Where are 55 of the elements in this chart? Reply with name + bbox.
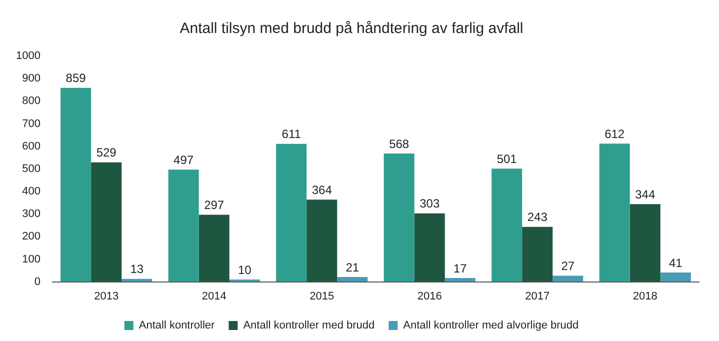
data-label: 497 xyxy=(174,152,194,167)
y-tick-label: 800 xyxy=(22,95,40,108)
data-label: 568 xyxy=(389,136,410,151)
bar xyxy=(91,162,122,282)
bar xyxy=(444,278,476,282)
data-label: 501 xyxy=(496,152,518,166)
data-label: 344 xyxy=(635,187,656,202)
bar xyxy=(552,276,584,282)
x-tick-label: 2013 xyxy=(94,290,119,302)
bar xyxy=(198,214,230,282)
bar xyxy=(492,168,522,282)
y-tick-label: 700 xyxy=(22,118,40,130)
bar xyxy=(414,213,445,282)
data-label: 364 xyxy=(312,182,332,197)
bar xyxy=(337,277,368,282)
y-tick-label: 0 xyxy=(34,276,40,288)
bar xyxy=(60,88,92,282)
legend-label: Antall kontroller med brudd xyxy=(243,320,375,332)
y-tick-label: 200 xyxy=(22,230,40,243)
data-label: 611 xyxy=(282,127,302,142)
bar xyxy=(599,144,630,282)
data-label: 297 xyxy=(204,198,224,212)
legend-label: Antall kontroller med alvorlige brudd xyxy=(403,320,579,332)
data-label: 529 xyxy=(96,146,117,160)
bar xyxy=(276,144,307,282)
y-tick-label: 100 xyxy=(22,253,40,266)
bar xyxy=(630,204,660,282)
bar xyxy=(168,170,199,282)
data-label: 243 xyxy=(527,210,548,224)
bar xyxy=(384,154,414,282)
data-label: 612 xyxy=(604,126,625,141)
data-label: 17 xyxy=(453,261,468,276)
x-tick-label: 2015 xyxy=(310,290,334,302)
x-tick-label: 2018 xyxy=(632,290,658,302)
bar xyxy=(522,226,553,282)
data-label: 10 xyxy=(238,262,252,277)
y-tick-label: 900 xyxy=(22,72,40,85)
y-tick-label: 300 xyxy=(22,208,40,220)
y-tick-label: 400 xyxy=(22,186,40,198)
data-label: 13 xyxy=(130,262,144,276)
y-tick-label: 1000 xyxy=(16,50,40,62)
x-tick-label: 2017 xyxy=(525,290,550,302)
data-label: 21 xyxy=(346,260,360,274)
y-tick-label: 600 xyxy=(22,140,40,152)
y-tick-label: 500 xyxy=(22,162,40,175)
data-label: 303 xyxy=(420,196,440,211)
data-label: 859 xyxy=(66,71,86,86)
chart-title: Antall tilsyn med brudd på håndtering av farlig avfall xyxy=(180,20,524,38)
bar xyxy=(660,272,691,282)
x-tick-label: 2016 xyxy=(417,290,442,302)
legend-label: Antall kontroller xyxy=(138,320,216,332)
data-label: 27 xyxy=(561,259,575,274)
x-tick-label: 2014 xyxy=(202,290,226,302)
bar xyxy=(306,200,338,282)
data-label: 41 xyxy=(668,256,683,270)
